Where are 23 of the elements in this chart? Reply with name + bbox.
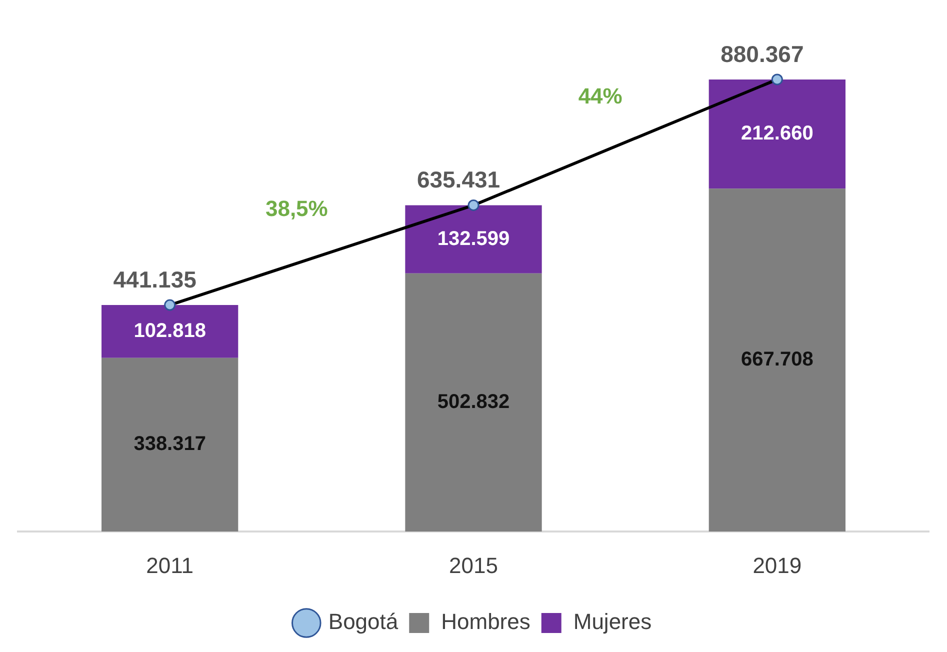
- legend-label: Mujeres: [573, 609, 652, 634]
- bar: [102, 358, 238, 532]
- bar: [405, 205, 542, 274]
- data-label: 132.599: [437, 228, 510, 250]
- annotation: 38,5%: [265, 196, 328, 222]
- data-label: 212.660: [741, 122, 814, 145]
- bar: [405, 273, 542, 532]
- data-label: 338.317: [134, 433, 206, 456]
- data-label: 502.832: [437, 390, 510, 413]
- annotation: 44%: [578, 83, 622, 108]
- x-tick-label: 2019: [752, 552, 802, 578]
- legend-label: Bogotá: [328, 609, 399, 634]
- data-label: 667.708: [741, 348, 814, 371]
- x-tick-label: 2015: [449, 552, 498, 578]
- legend-label: Hombres: [441, 609, 530, 634]
- data-label: 102.818: [134, 320, 206, 342]
- x-tick-label: 2011: [146, 552, 194, 578]
- data-label: 441.135: [113, 266, 197, 292]
- bar: [708, 188, 846, 532]
- data-label: 635.431: [416, 166, 500, 193]
- bar: [102, 305, 238, 358]
- data-label: 880.367: [720, 40, 804, 67]
- bar: [708, 79, 846, 189]
